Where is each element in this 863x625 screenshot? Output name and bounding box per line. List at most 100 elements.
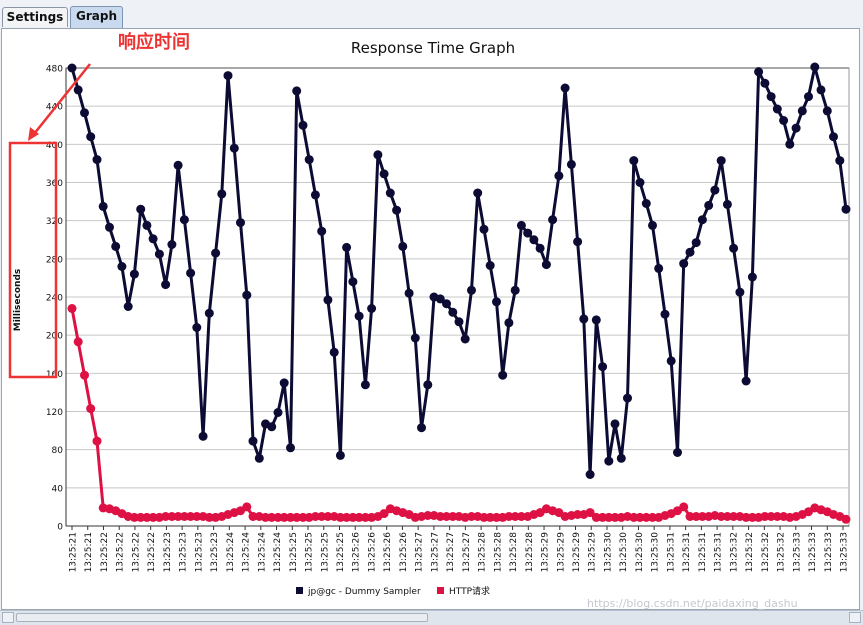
data-point-series1 <box>797 106 807 116</box>
horizontal-scrollbar[interactable] <box>0 610 863 625</box>
legend-swatch-series2 <box>437 587 444 594</box>
data-point-series2 <box>342 512 352 522</box>
x-tick-label: 13:25:24 <box>273 532 283 573</box>
x-tick-label: 13:25:31 <box>682 532 692 572</box>
data-point-series1 <box>148 234 158 244</box>
data-point-series1 <box>179 215 189 225</box>
data-point-series2 <box>635 512 645 522</box>
data-point-series1 <box>92 155 102 165</box>
scroll-right-button[interactable] <box>849 612 861 623</box>
data-point-series1 <box>442 299 451 309</box>
data-point-series1 <box>173 160 183 170</box>
data-point-series1 <box>541 260 551 270</box>
data-point-series1 <box>385 188 395 198</box>
scrollbar-thumb[interactable] <box>16 613 428 622</box>
data-point-series2 <box>591 512 601 522</box>
data-point-series1 <box>573 237 583 247</box>
data-point-series2 <box>348 512 358 522</box>
data-point-series1 <box>304 155 314 165</box>
data-point-series1 <box>585 470 595 479</box>
data-point-series1 <box>516 220 526 230</box>
data-point-series1 <box>404 288 414 298</box>
data-point-series2 <box>80 370 89 380</box>
x-tick-label: 13:25:22 <box>100 532 110 572</box>
data-point-series2 <box>598 512 608 522</box>
x-tick-label: 13:25:24 <box>257 532 267 573</box>
data-point-series2 <box>516 512 526 521</box>
x-tick-label: 13:25:25 <box>320 532 330 572</box>
data-point-series1 <box>598 362 608 372</box>
data-point-series1 <box>685 247 695 257</box>
data-point-series1 <box>829 132 838 142</box>
data-point-series1 <box>373 150 383 160</box>
data-point-series2 <box>504 512 514 521</box>
data-point-series1 <box>772 104 782 114</box>
data-point-series1 <box>604 456 614 466</box>
data-point-series1 <box>310 190 320 200</box>
data-point-series1 <box>136 204 146 214</box>
y-tick-label: 80 <box>52 446 64 456</box>
data-point-series1 <box>697 215 707 225</box>
data-point-series1 <box>423 380 433 390</box>
tab-graph[interactable]: Graph <box>70 6 123 28</box>
x-tick-label: 13:25:24 <box>242 532 252 573</box>
data-point-series2 <box>641 512 651 522</box>
data-point-series1 <box>722 199 732 209</box>
x-tick-label: 13:25:25 <box>336 532 346 572</box>
data-point-series2 <box>273 512 283 522</box>
data-point-series1 <box>591 315 601 325</box>
data-point-series2 <box>760 512 770 521</box>
data-point-series1 <box>460 334 470 344</box>
data-point-series1 <box>741 376 751 386</box>
scroll-left-button[interactable] <box>2 612 14 623</box>
data-point-series2 <box>747 512 757 522</box>
data-point-series1 <box>186 268 196 278</box>
data-point-series1 <box>123 302 133 311</box>
data-point-series2 <box>186 512 196 521</box>
data-point-series1 <box>791 123 801 133</box>
data-point-series1 <box>473 188 483 198</box>
data-point-series1 <box>198 431 208 441</box>
data-point-series2 <box>142 512 152 522</box>
x-tick-label: 13:25:24 <box>226 532 236 573</box>
data-point-series1 <box>629 156 639 166</box>
data-point-series1 <box>504 318 514 328</box>
data-point-series2 <box>86 404 96 414</box>
y-tick-label: 40 <box>52 484 64 494</box>
data-point-series1 <box>67 63 77 73</box>
data-point-series1 <box>398 241 408 251</box>
data-point-series1 <box>298 120 308 130</box>
data-point-series1 <box>660 309 670 319</box>
data-point-series1 <box>435 294 445 304</box>
data-point-series1 <box>479 224 489 234</box>
data-point-series2 <box>173 512 183 521</box>
data-point-series1 <box>360 380 370 390</box>
data-point-series1 <box>710 185 720 195</box>
data-point-series1 <box>735 287 745 297</box>
x-tick-label: 13:25:28 <box>525 532 535 573</box>
x-tick-label: 13:25:23 <box>210 532 220 572</box>
data-point-series1 <box>111 241 121 251</box>
x-tick-label: 13:25:21 <box>69 532 79 572</box>
data-point-series1 <box>273 408 283 417</box>
x-tick-label: 13:25:22 <box>131 532 141 572</box>
x-tick-label: 13:25:27 <box>415 532 425 572</box>
x-tick-label: 13:25:26 <box>352 532 362 573</box>
y-tick-label: 120 <box>46 408 63 418</box>
tab-settings[interactable]: Settings <box>2 7 68 27</box>
data-point-series1 <box>379 169 389 179</box>
data-point-series2 <box>323 512 333 521</box>
chart-title: Response Time Graph <box>351 39 515 57</box>
legend-label-series2: HTTP请求 <box>449 585 490 597</box>
data-point-series2 <box>685 512 695 521</box>
data-point-series1 <box>467 285 476 295</box>
x-tick-label: 13:25:33 <box>824 532 834 572</box>
data-point-series2 <box>292 512 302 522</box>
data-point-series1 <box>117 262 127 271</box>
legend: jp@gc - Dummy Sampler HTTP请求 <box>296 585 490 597</box>
data-point-series2 <box>192 512 202 521</box>
data-point-series1 <box>529 235 539 245</box>
data-point-series2 <box>335 512 345 522</box>
data-point-series1 <box>492 297 501 307</box>
data-point-series2 <box>716 512 726 521</box>
